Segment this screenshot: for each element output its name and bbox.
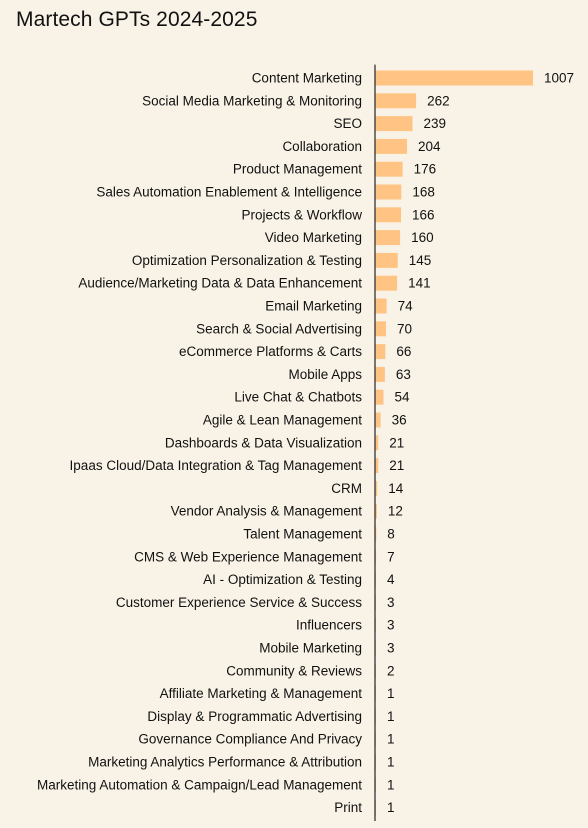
- category-label-projects-workflow: Projects & Workflow: [241, 207, 362, 222]
- value-label-mobile-marketing: 3: [387, 641, 395, 656]
- value-label-collaboration: 204: [418, 139, 441, 154]
- value-label-mobile-apps: 63: [396, 367, 411, 382]
- value-label-product-management: 176: [414, 162, 437, 177]
- value-label-marketing-analytics-performance-attribution: 1: [387, 755, 395, 770]
- category-label-mobile-marketing: Mobile Marketing: [259, 641, 362, 656]
- value-label-optimization-personalization-testing: 145: [409, 253, 432, 268]
- bar-vendor-analysis-management: [375, 503, 377, 519]
- value-label-influencers: 3: [387, 618, 395, 633]
- value-label-projects-workflow: 166: [412, 207, 435, 222]
- category-label-marketing-automation-campaign-lead-management: Marketing Automation & Campaign/Lead Man…: [37, 777, 362, 792]
- value-label-community-reviews: 2: [387, 663, 395, 678]
- value-label-vendor-analysis-management: 12: [388, 504, 403, 519]
- value-label-email-marketing: 74: [398, 299, 414, 314]
- category-label-marketing-analytics-performance-attribution: Marketing Analytics Performance & Attrib…: [88, 755, 362, 770]
- category-label-vendor-analysis-management: Vendor Analysis & Management: [171, 504, 363, 519]
- value-label-video-marketing: 160: [411, 230, 434, 245]
- value-label-ecommerce-platforms-carts: 66: [396, 344, 411, 359]
- category-label-mobile-apps: Mobile Apps: [288, 367, 362, 382]
- category-label-crm: CRM: [331, 481, 362, 496]
- bar-mobile-apps: [375, 366, 385, 382]
- value-label-print: 1: [387, 800, 395, 815]
- bar-dashboards-data-visualization: [375, 435, 379, 451]
- value-label-talent-management: 8: [387, 527, 395, 542]
- bar-search-social-advertising: [375, 321, 386, 337]
- value-label-ipaas-cloud-data-integration-tag-management: 21: [389, 458, 404, 473]
- chart-title: Martech GPTs 2024-2025: [16, 8, 258, 31]
- bar-projects-workflow: [375, 207, 402, 223]
- bar-seo: [375, 116, 413, 132]
- bar-agile-lean-management: [375, 412, 381, 428]
- category-label-content-marketing: Content Marketing: [252, 71, 362, 86]
- value-label-search-social-advertising: 70: [397, 321, 412, 336]
- category-label-agile-lean-management: Agile & Lean Management: [203, 413, 362, 428]
- category-label-search-social-advertising: Search & Social Advertising: [196, 321, 362, 336]
- value-label-seo: 239: [423, 116, 446, 131]
- category-label-video-marketing: Video Marketing: [265, 230, 362, 245]
- value-label-content-marketing: 1007: [544, 71, 574, 86]
- category-label-product-management: Product Management: [233, 162, 362, 177]
- value-label-marketing-automation-campaign-lead-management: 1: [387, 777, 395, 792]
- category-label-governance-compliance-and-privacy: Governance Compliance And Privacy: [138, 732, 362, 747]
- category-label-community-reviews: Community & Reviews: [226, 663, 362, 678]
- category-label-cms-web-experience-management: CMS & Web Experience Management: [134, 549, 362, 564]
- value-label-live-chat-chatbots: 54: [394, 390, 410, 405]
- category-label-social-media-marketing-monitoring: Social Media Marketing & Monitoring: [142, 93, 362, 108]
- value-label-sales-automation-enablement-intelligence: 168: [412, 185, 435, 200]
- category-label-email-marketing: Email Marketing: [265, 299, 362, 314]
- category-label-collaboration: Collaboration: [282, 139, 362, 154]
- bar-email-marketing: [375, 298, 387, 314]
- bar-live-chat-chatbots: [375, 389, 384, 405]
- category-label-affiliate-marketing-management: Affiliate Marketing & Management: [160, 686, 363, 701]
- category-label-ecommerce-platforms-carts: eCommerce Platforms & Carts: [179, 344, 362, 359]
- bar-optimization-personalization-testing: [375, 252, 398, 268]
- category-label-dashboards-data-visualization: Dashboards & Data Visualization: [165, 435, 362, 450]
- category-label-ipaas-cloud-data-integration-tag-management: Ipaas Cloud/Data Integration & Tag Manag…: [70, 458, 363, 473]
- value-label-cms-web-experience-management: 7: [387, 549, 395, 564]
- category-label-talent-management: Talent Management: [243, 527, 362, 542]
- value-label-display-programmatic-advertising: 1: [387, 709, 395, 724]
- value-label-audience-marketing-data-data-enhancement: 141: [408, 276, 431, 291]
- bar-product-management: [375, 161, 403, 177]
- category-label-live-chat-chatbots: Live Chat & Chatbots: [234, 390, 362, 405]
- value-label-dashboards-data-visualization: 21: [389, 435, 404, 450]
- value-label-crm: 14: [388, 481, 404, 496]
- bar-collaboration: [375, 138, 408, 154]
- category-label-optimization-personalization-testing: Optimization Personalization & Testing: [132, 253, 362, 268]
- value-label-customer-experience-service-success: 3: [387, 595, 395, 610]
- value-label-affiliate-marketing-management: 1: [387, 686, 395, 701]
- category-label-customer-experience-service-success: Customer Experience Service & Success: [116, 595, 362, 610]
- value-label-governance-compliance-and-privacy: 1: [387, 732, 395, 747]
- value-label-ai-optimization-testing: 4: [387, 572, 395, 587]
- bar-sales-automation-enablement-intelligence: [375, 184, 402, 200]
- value-label-social-media-marketing-monitoring: 262: [427, 93, 450, 108]
- bar-content-marketing: [375, 70, 533, 86]
- category-label-display-programmatic-advertising: Display & Programmatic Advertising: [147, 709, 362, 724]
- bar-social-media-marketing-monitoring: [375, 93, 417, 109]
- category-label-ai-optimization-testing: AI - Optimization & Testing: [203, 572, 362, 587]
- bar-video-marketing: [375, 230, 401, 246]
- bar-audience-marketing-data-data-enhancement: [375, 275, 398, 291]
- category-label-seo: SEO: [333, 116, 362, 131]
- category-label-audience-marketing-data-data-enhancement: Audience/Marketing Data & Data Enhanceme…: [78, 276, 362, 291]
- bar-ecommerce-platforms-carts: [375, 344, 386, 360]
- bar-crm: [375, 480, 378, 496]
- value-label-agile-lean-management: 36: [392, 413, 407, 428]
- bar-ipaas-cloud-data-integration-tag-management: [375, 458, 379, 474]
- category-label-print: Print: [334, 800, 362, 815]
- category-label-sales-automation-enablement-intelligence: Sales Automation Enablement & Intelligen…: [96, 185, 362, 200]
- category-label-influencers: Influencers: [296, 618, 362, 633]
